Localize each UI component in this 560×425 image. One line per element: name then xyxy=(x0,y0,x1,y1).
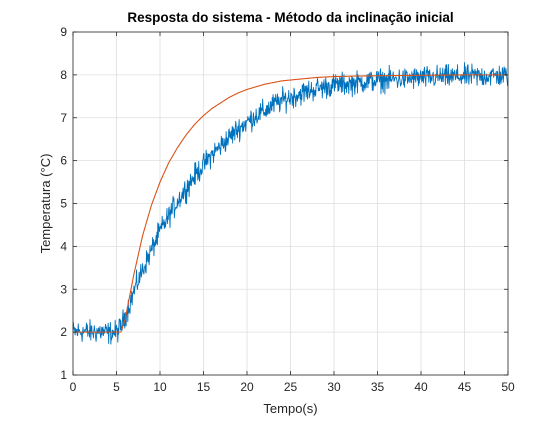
x-tick-label: 20 xyxy=(240,380,254,394)
y-tick-label: 7 xyxy=(60,111,67,125)
y-tick-label: 5 xyxy=(60,197,67,211)
x-tick-label: 40 xyxy=(414,380,428,394)
x-tick-label: 25 xyxy=(284,380,298,394)
x-tick-label: 50 xyxy=(501,380,515,394)
x-tick-label: 45 xyxy=(458,380,472,394)
x-tick-label: 15 xyxy=(197,380,211,394)
measured-response-line xyxy=(72,62,509,345)
x-tick-label: 30 xyxy=(327,380,341,394)
y-tick-label: 8 xyxy=(60,68,67,82)
x-tick-label: 0 xyxy=(70,380,77,394)
y-tick-label: 4 xyxy=(60,239,67,253)
y-tick-label: 3 xyxy=(60,282,67,296)
model-response-line xyxy=(73,74,508,333)
series-layer xyxy=(72,62,509,345)
y-tick-label: 1 xyxy=(60,368,67,382)
y-tick-label: 9 xyxy=(60,25,67,39)
x-tick-label: 5 xyxy=(113,380,120,394)
x-axis-label: Tempo(s) xyxy=(263,401,317,416)
x-tick-label: 10 xyxy=(153,380,167,394)
axes xyxy=(72,31,509,376)
x-tick-label: 35 xyxy=(371,380,385,394)
y-tick-label: 6 xyxy=(60,154,67,168)
y-axis-label: Temperatura (°C) xyxy=(38,154,53,254)
y-tick-label: 2 xyxy=(60,325,67,339)
chart-title: Resposta do sistema - Método da inclinaç… xyxy=(127,10,453,25)
